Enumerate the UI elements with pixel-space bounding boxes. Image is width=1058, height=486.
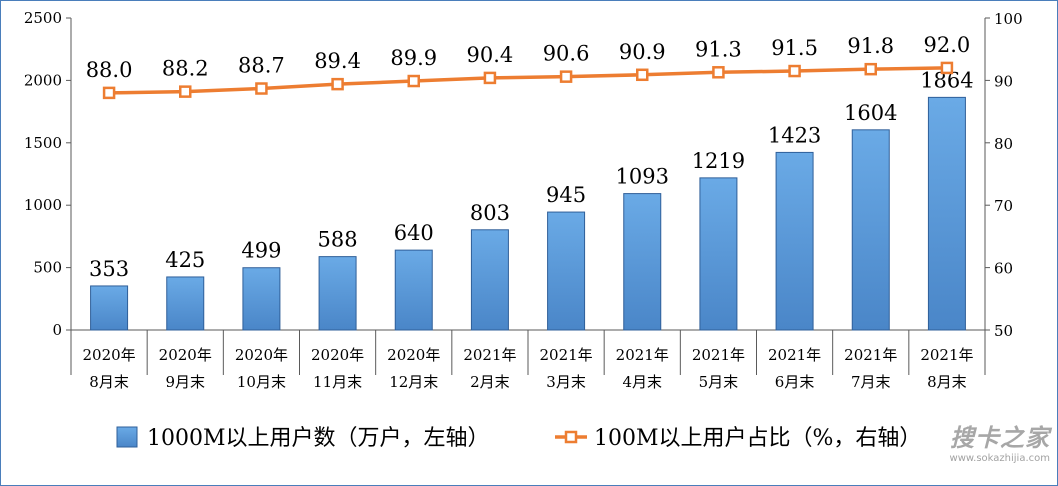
category-label-year: 2021年 [844,346,897,364]
bar-value-label: 499 [241,239,281,263]
left-tick-label: 2000 [24,71,62,89]
line-point-marker [179,85,192,98]
right-tick-label: 70 [994,197,1013,215]
bar [242,267,281,331]
line-point-marker [483,71,497,85]
line-value-label: 91.5 [771,36,818,60]
line-value-label: 88.7 [238,54,285,78]
bar-value-label: 1093 [616,165,669,189]
category-label-year: 2020年 [235,346,288,364]
line-value-label: 90.4 [467,43,514,67]
bar-value-label: 803 [470,201,510,225]
right-tick-label: 50 [994,322,1013,340]
line-value-label: 90.6 [543,42,590,66]
line-point-marker [712,66,725,79]
category-label-month: 6月末 [775,373,815,391]
bar [470,229,509,331]
line-value-label: 88.0 [86,58,133,82]
category-label-month: 10月末 [237,373,286,391]
legend-line-label: 100M以上用户占比（%，右轴） [594,426,921,451]
category-label-month: 8月末 [927,373,967,391]
watermark-logo: 搜卡之家 [950,424,1050,452]
category-label-year: 2021年 [616,346,669,364]
bar [547,211,586,331]
bar [927,96,966,331]
line-value-label: 90.9 [619,40,666,64]
right-tick-label: 100 [994,10,1023,28]
right-tick-label: 90 [994,72,1013,90]
line-point-marker [788,64,801,78]
legend-bar-label: 1000M以上用户数（万户，左轴） [147,426,490,451]
category-label-month: 2月末 [470,373,510,391]
line-value-label: 89.4 [314,49,361,73]
category-label-year: 2021年 [920,346,973,364]
right-tick-label: 80 [994,135,1013,153]
line-series-path [109,66,947,95]
category-label-month: 12月末 [389,373,438,391]
line-value-label: 91.3 [695,37,742,61]
line-point-marker [331,77,344,91]
right-tick-label: 60 [994,260,1013,278]
line-point-marker [864,62,877,76]
bar [851,129,890,331]
line-value-label: 89.9 [390,46,437,70]
bar [623,193,662,331]
left-tick-label: 500 [33,259,62,277]
category-label-year: 2020年 [159,346,212,364]
line-point-marker [940,61,954,75]
category-label-month: 5月末 [699,373,739,391]
watermark: 搜卡之家 www.sokazhijia.com [950,418,1050,464]
line-value-label: 92.0 [924,33,971,57]
category-label-month: 9月末 [165,373,205,391]
category-label-year: 2021年 [692,346,745,364]
left-tick-label: 0 [52,321,62,339]
category-label-year: 2020年 [311,346,364,364]
bar-value-label: 1604 [844,101,897,125]
line-point-marker [636,68,649,82]
line-point-marker [102,86,116,100]
category-label-year: 2020年 [387,346,440,364]
legend-bar-swatch [116,426,138,448]
category-label-month: 8月末 [89,373,129,391]
category-label-year: 2021年 [463,346,516,364]
bar [166,276,205,331]
category-label-month: 4月末 [622,373,662,391]
left-tick-label: 1000 [24,196,62,214]
line-value-label: 88.2 [162,57,209,81]
category-label-year: 2020年 [82,346,135,364]
bar-value-label: 1423 [768,123,821,147]
category-label-month: 3月末 [546,373,586,391]
category-label-year: 2021年 [539,346,592,364]
bar-value-label: 640 [394,221,434,245]
watermark-site: www.sokazhijia.com [949,453,1050,464]
category-label-year: 2021年 [768,346,821,364]
bar [775,151,814,331]
bar [90,285,129,331]
bar-value-label: 588 [318,228,358,252]
bar [318,256,357,331]
bar-value-label: 1219 [692,149,745,173]
line-point-marker [407,74,420,88]
line-point-marker [255,82,268,95]
bar-value-label: 945 [546,183,586,207]
left-tick-label: 1500 [24,134,62,152]
bar-value-label: 353 [89,257,129,281]
line-point-marker [559,70,573,83]
bar [699,177,738,331]
legend-line-marker [564,430,578,444]
category-label-month: 7月末 [851,373,891,391]
line-value-label: 91.8 [847,34,894,58]
left-tick-label: 2500 [24,9,62,27]
category-label-month: 11月末 [313,373,362,391]
bar [394,249,433,331]
bar-value-label: 425 [165,248,205,272]
